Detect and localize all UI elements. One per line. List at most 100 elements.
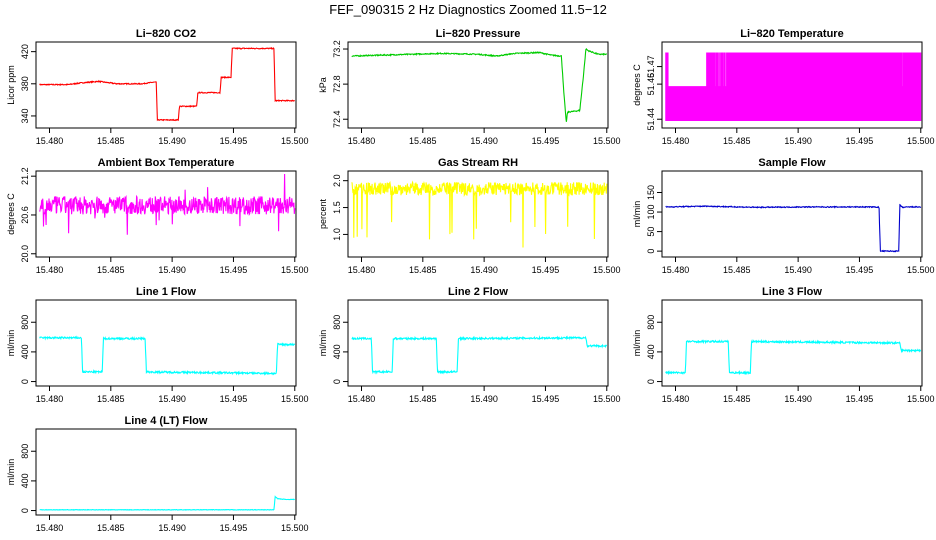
y-axis-label: ml/min	[318, 330, 328, 357]
x-tick-label: 15.480	[662, 265, 690, 275]
x-tick-label: 15.490	[784, 265, 812, 275]
y-tick-label: 51.47	[646, 55, 656, 78]
y-axis-label: ml/min	[6, 330, 16, 357]
y-tick-label: 400	[332, 344, 342, 359]
x-tick-label: 15.485	[723, 136, 751, 146]
y-axis-label: ml/min	[632, 201, 642, 228]
x-tick-label: 15.495	[220, 265, 248, 275]
y-tick-label: 50	[646, 227, 656, 237]
x-tick-label: 15.480	[348, 265, 376, 275]
x-tick-label: 15.485	[97, 523, 125, 533]
x-tick-label: 15.485	[97, 265, 125, 275]
x-tick-label: 15.485	[97, 394, 125, 404]
x-tick-label: 15.500	[593, 136, 621, 146]
series-line	[39, 335, 296, 376]
x-tick-label: 15.485	[723, 265, 751, 275]
y-tick-label: 72.4	[332, 110, 342, 128]
x-tick-label: 15.495	[846, 136, 874, 146]
panel-title: Gas Stream RH	[438, 157, 518, 169]
y-tick-label: 0	[20, 379, 30, 384]
panel-8: Line 2 Flow 15.480 15.485 15.490 15.495 15.50…	[318, 286, 621, 404]
x-tick-label: 15.485	[723, 394, 751, 404]
x-tick-label: 15.480	[662, 394, 690, 404]
panel-6: Sample Flow 15.480 15.485 15.490 15.495 15.50…	[632, 157, 935, 275]
plot-frame	[347, 170, 609, 258]
panel-10: Line 4 (LT) Flow 15.480 15.485 15.490 15.495…	[6, 415, 309, 533]
y-tick-label: 51.46	[646, 73, 656, 96]
y-tick-label: 20.0	[20, 245, 30, 263]
y-tick-label: 400	[646, 344, 656, 359]
plot-frame	[661, 41, 923, 129]
x-tick-label: 15.495	[532, 265, 560, 275]
y-axis-label: degrees C	[6, 193, 16, 235]
panel-title: Ambient Box Temperature	[98, 157, 235, 169]
x-tick-label: 15.480	[36, 136, 64, 146]
x-tick-label: 15.500	[281, 136, 309, 146]
x-tick-label: 15.490	[470, 136, 498, 146]
plot-frame	[347, 299, 609, 387]
y-axis-label: ml/min	[632, 330, 642, 357]
x-tick-label: 15.490	[158, 523, 186, 533]
x-tick-label: 15.480	[348, 394, 376, 404]
x-tick-label: 15.500	[281, 265, 309, 275]
x-tick-label: 15.480	[36, 394, 64, 404]
y-tick-label: 100	[646, 205, 656, 220]
series-line	[39, 495, 295, 511]
y-tick-label: 380	[20, 76, 30, 91]
y-tick-label: 51.44	[646, 108, 656, 131]
x-tick-label: 15.490	[470, 265, 498, 275]
y-tick-label: 800	[20, 315, 30, 330]
y-tick-label: 2.0	[332, 174, 342, 187]
series-line	[665, 203, 922, 253]
x-tick-label: 15.490	[470, 394, 498, 404]
x-tick-label: 15.490	[158, 136, 186, 146]
x-tick-label: 15.495	[532, 394, 560, 404]
y-tick-label: 400	[20, 344, 30, 359]
x-tick-label: 15.495	[846, 265, 874, 275]
y-tick-label: 72.8	[332, 75, 342, 93]
y-axis-label: ml/min	[6, 459, 16, 486]
plot-frame	[661, 299, 923, 387]
series-line	[39, 173, 296, 235]
x-tick-label: 15.500	[593, 394, 621, 404]
x-tick-label: 15.485	[409, 394, 437, 404]
series-line	[39, 46, 295, 122]
plot-frame	[661, 170, 923, 258]
panel-title: Li−820 Temperature	[740, 28, 843, 40]
panel-title: Line 2 Flow	[448, 286, 508, 298]
y-axis-label: degrees C	[632, 64, 642, 106]
y-tick-label: 20.6	[20, 206, 30, 224]
panel-title: Line 3 Flow	[762, 286, 822, 298]
y-tick-label: 0	[20, 508, 30, 513]
panel-title: Line 4 (LT) Flow	[125, 415, 208, 427]
y-axis-label: kPa	[318, 77, 328, 93]
series-line	[351, 335, 608, 375]
y-tick-label: 0	[646, 379, 656, 384]
panel-9: Line 3 Flow 15.480 15.485 15.490 15.495 15.50…	[632, 286, 935, 404]
x-tick-label: 15.495	[220, 523, 248, 533]
y-tick-label: 420	[20, 44, 30, 59]
series-line	[351, 47, 608, 122]
y-axis-label: percent	[318, 198, 328, 229]
panel-title: Li−820 CO2	[136, 28, 196, 40]
panel-4: Ambient Box Temperature 15.480 15.485 15.49…	[6, 157, 309, 275]
y-tick-label: 800	[646, 315, 656, 330]
panel-2: Li−820 Pressure 15.480 15.485 15.490 15.495 1…	[318, 28, 621, 146]
x-tick-label: 15.500	[281, 523, 309, 533]
x-tick-label: 15.500	[907, 394, 935, 404]
panel-title: Line 1 Flow	[136, 286, 196, 298]
x-tick-label: 15.490	[784, 136, 812, 146]
x-tick-label: 15.490	[784, 394, 812, 404]
x-tick-label: 15.480	[36, 523, 64, 533]
x-tick-label: 15.480	[662, 136, 690, 146]
figure-title: FEF_090315 2 Hz Diagnostics Zoomed 11.5−…	[329, 2, 607, 17]
panel-5: Gas Stream RH 15.480 15.485 15.490 15.495 15.…	[318, 157, 621, 275]
y-tick-label: 1.5	[332, 201, 342, 214]
x-tick-label: 15.500	[907, 136, 935, 146]
plot-frame	[35, 428, 297, 516]
x-tick-label: 15.485	[409, 136, 437, 146]
y-tick-label: 340	[20, 108, 30, 123]
x-tick-label: 15.490	[158, 265, 186, 275]
plot-frame	[35, 41, 297, 129]
